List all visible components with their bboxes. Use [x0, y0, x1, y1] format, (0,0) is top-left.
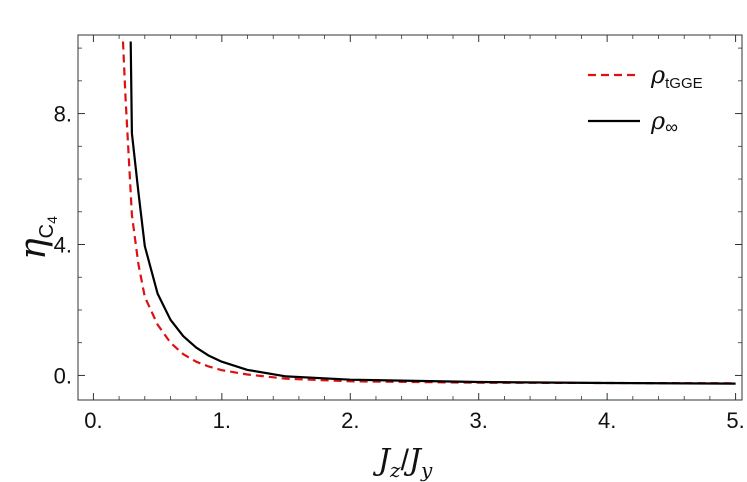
x-axis-title: Jz/Jy [372, 443, 433, 482]
legend-label-rho-tgge: ρtGGE [650, 61, 703, 92]
x-tick-label: 5. [726, 408, 744, 433]
y-axis-title: ηC4 [13, 216, 60, 260]
legend: ρtGGE ρ∞ [588, 61, 703, 137]
x-tick-label: 2. [341, 408, 359, 433]
y-axis-ticks: 0. 4. 8. [54, 47, 742, 388]
legend-label-rho-inf: ρ∞ [650, 107, 678, 137]
x-tick-label: 3. [470, 408, 488, 433]
x-tick-label: 1. [213, 408, 231, 433]
x-tick-label: 0. [84, 408, 102, 433]
plot-frame [77, 34, 743, 401]
x-axis-ticks: 0. 1. 2. 3. 4. 5. [84, 35, 745, 433]
series-line-0 [121, 41, 736, 385]
y-tick-label: 4. [54, 233, 72, 258]
series-layer [121, 41, 736, 385]
y-tick-label: 8. [54, 102, 72, 127]
y-tick-label: 0. [54, 363, 72, 388]
svg-text:ηC4: ηC4 [13, 216, 60, 260]
x-tick-label: 4. [598, 408, 616, 433]
series-line-1 [129, 41, 736, 385]
